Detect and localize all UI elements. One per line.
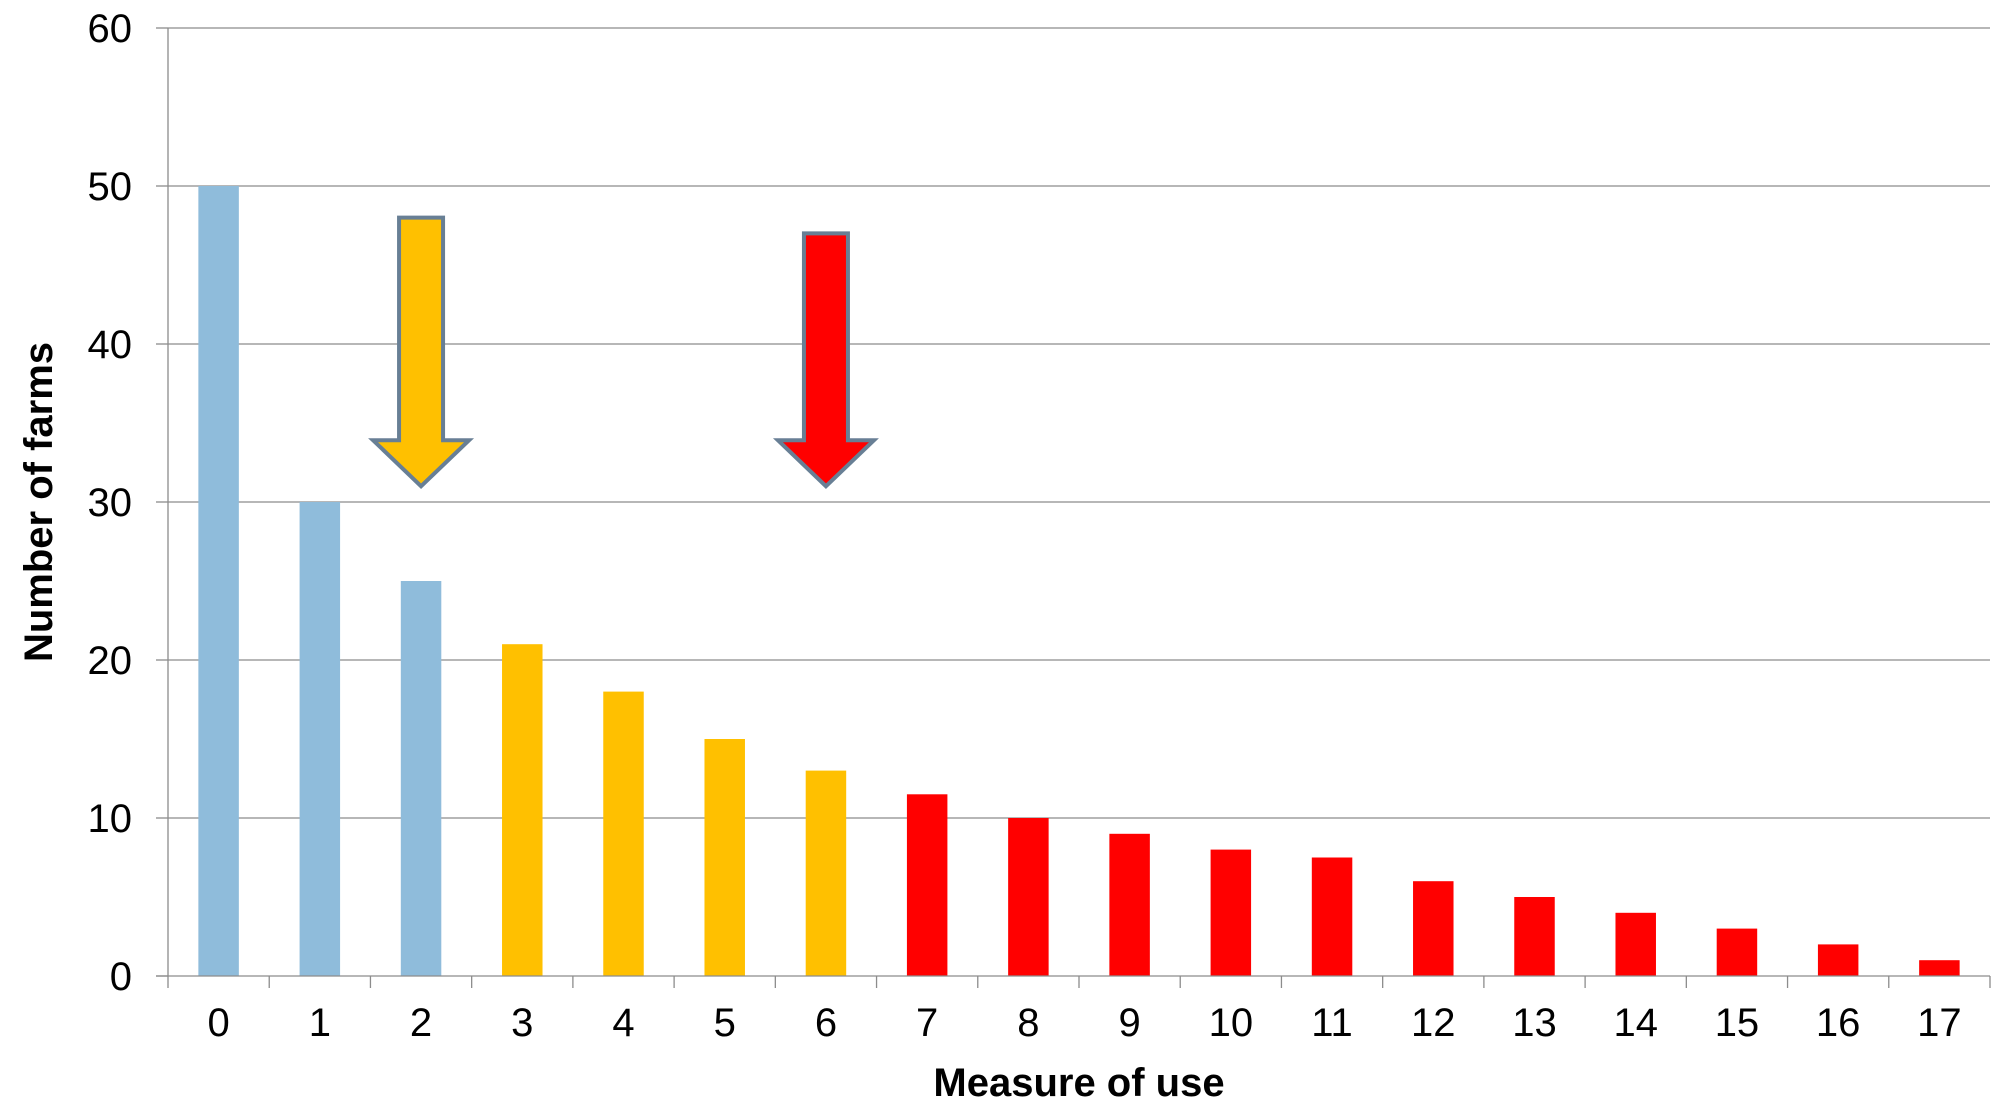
- x-tick-label: 2: [410, 1001, 432, 1045]
- bar-15: [1716, 928, 1758, 976]
- bar-5: [704, 739, 745, 976]
- bar-10: [1210, 849, 1252, 976]
- x-tick-label: 4: [612, 1001, 634, 1045]
- bar-2: [400, 581, 442, 976]
- bar-13: [1514, 897, 1555, 976]
- y-tick-label: 20: [88, 639, 133, 683]
- x-tick-label: 1: [309, 1001, 331, 1045]
- x-tick-label: 7: [916, 1001, 938, 1045]
- bar-8: [1008, 818, 1049, 976]
- x-tick-label: 12: [1411, 1001, 1456, 1045]
- x-tick-label: 5: [714, 1001, 736, 1045]
- x-tick-label: 14: [1613, 1001, 1658, 1045]
- annotations: [368, 215, 879, 489]
- bar-9: [1109, 833, 1150, 976]
- x-tick-label: 6: [815, 1001, 837, 1045]
- x-tick-label: 11: [1311, 1001, 1353, 1045]
- bars: [198, 186, 1960, 976]
- x-tick-label: 13: [1512, 1001, 1557, 1045]
- bar-12: [1413, 881, 1454, 976]
- x-tick-label: 17: [1917, 1001, 1962, 1045]
- x-tick-label: 0: [207, 1001, 229, 1045]
- x-tick-label: 10: [1209, 1001, 1254, 1045]
- bar-16: [1817, 944, 1859, 976]
- bar-1: [299, 502, 341, 976]
- x-tick-label: 15: [1715, 1001, 1760, 1045]
- bar-7: [906, 794, 948, 976]
- y-tick-label: 30: [88, 481, 133, 525]
- y-tick-label: 60: [88, 7, 133, 51]
- y-tick-label: 0: [110, 955, 132, 999]
- bar-11: [1311, 857, 1353, 976]
- y-tick-label: 50: [88, 165, 133, 209]
- down-arrow-2: [772, 231, 879, 489]
- bar-3: [502, 644, 543, 976]
- bar-17: [1919, 960, 1960, 976]
- x-tick-label: 3: [511, 1001, 533, 1045]
- y-tick-label: 10: [88, 797, 133, 841]
- x-tick-label: 16: [1816, 1001, 1861, 1045]
- x-axis-title: Measure of use: [933, 1061, 1224, 1105]
- down-arrow-1: [368, 215, 475, 489]
- y-axis-title: Number of farms: [17, 342, 61, 662]
- y-tick-label: 40: [88, 323, 133, 367]
- gridlines: [168, 27, 1990, 819]
- bar-6: [805, 770, 847, 976]
- x-tick-label: 8: [1017, 1001, 1039, 1045]
- bar-0: [198, 186, 239, 976]
- bar-4: [603, 691, 644, 976]
- bar-14: [1615, 912, 1656, 976]
- x-tick-label: 9: [1118, 1001, 1140, 1045]
